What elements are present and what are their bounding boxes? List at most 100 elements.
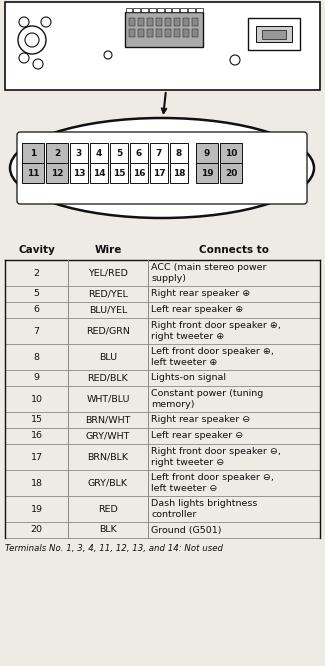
Text: Left front door speaker ⊖,
left tweeter ⊖: Left front door speaker ⊖, left tweeter … [151,474,274,493]
Text: Left front door speaker ⊕,
left tweeter ⊕: Left front door speaker ⊕, left tweeter … [151,347,274,367]
Text: 15: 15 [31,416,43,424]
FancyBboxPatch shape [141,8,148,12]
FancyBboxPatch shape [70,143,88,163]
Text: 11: 11 [27,168,39,178]
FancyBboxPatch shape [129,29,135,37]
Text: 9: 9 [204,149,210,157]
FancyBboxPatch shape [220,163,242,183]
FancyBboxPatch shape [180,8,187,12]
FancyBboxPatch shape [174,18,180,26]
Text: Right rear speaker ⊕: Right rear speaker ⊕ [151,290,250,298]
Text: 15: 15 [113,168,125,178]
FancyBboxPatch shape [188,8,195,12]
Text: Cavity: Cavity [18,245,55,255]
Text: ACC (main stereo power
supply): ACC (main stereo power supply) [151,263,266,282]
FancyBboxPatch shape [256,26,292,42]
Text: 4: 4 [96,149,102,157]
FancyBboxPatch shape [90,163,108,183]
FancyBboxPatch shape [147,18,153,26]
Text: Constant power (tuning
memory): Constant power (tuning memory) [151,390,263,409]
Text: 2: 2 [33,268,40,278]
FancyBboxPatch shape [150,163,168,183]
FancyBboxPatch shape [149,8,156,12]
FancyBboxPatch shape [172,8,179,12]
FancyBboxPatch shape [174,29,180,37]
Text: 1: 1 [30,149,36,157]
FancyBboxPatch shape [110,163,128,183]
FancyBboxPatch shape [22,143,44,163]
Text: RED: RED [98,505,118,513]
FancyBboxPatch shape [70,163,88,183]
FancyBboxPatch shape [5,2,320,90]
FancyBboxPatch shape [262,30,286,39]
FancyBboxPatch shape [17,132,307,204]
Text: Left rear speaker ⊕: Left rear speaker ⊕ [151,306,243,314]
FancyBboxPatch shape [192,29,198,37]
Text: 5: 5 [33,290,40,298]
Text: BRN/WHT: BRN/WHT [85,416,131,424]
Text: 7: 7 [156,149,162,157]
Text: Terminals No. 1, 3, 4, 11, 12, 13, and 14: Not used: Terminals No. 1, 3, 4, 11, 12, 13, and 1… [5,544,223,553]
FancyBboxPatch shape [156,18,162,26]
FancyBboxPatch shape [150,143,168,163]
Text: 10: 10 [31,394,43,404]
FancyBboxPatch shape [125,12,203,47]
FancyBboxPatch shape [196,163,218,183]
Text: 5: 5 [116,149,122,157]
Text: 14: 14 [93,168,105,178]
Text: 10: 10 [225,149,237,157]
FancyBboxPatch shape [156,29,162,37]
Text: 6: 6 [136,149,142,157]
Text: 8: 8 [176,149,182,157]
FancyBboxPatch shape [157,8,163,12]
FancyBboxPatch shape [183,29,189,37]
Text: 19: 19 [31,505,43,513]
Text: 18: 18 [31,478,43,488]
FancyBboxPatch shape [183,18,189,26]
FancyBboxPatch shape [46,143,68,163]
Text: 2: 2 [54,149,60,157]
FancyBboxPatch shape [196,8,202,12]
FancyBboxPatch shape [46,163,68,183]
Text: 9: 9 [33,374,40,382]
Text: 3: 3 [76,149,82,157]
FancyBboxPatch shape [138,18,144,26]
Text: 20: 20 [225,168,237,178]
Text: 20: 20 [31,525,43,535]
Text: 18: 18 [173,168,185,178]
Text: 13: 13 [73,168,85,178]
Text: 8: 8 [33,352,40,362]
Text: BLK: BLK [99,525,117,535]
FancyBboxPatch shape [165,29,171,37]
Text: BLU: BLU [99,352,117,362]
Text: Wire: Wire [94,245,122,255]
Text: 19: 19 [201,168,213,178]
FancyBboxPatch shape [138,29,144,37]
Ellipse shape [10,118,314,218]
Text: 17: 17 [153,168,165,178]
Text: 12: 12 [51,168,63,178]
FancyBboxPatch shape [248,18,300,50]
FancyBboxPatch shape [147,29,153,37]
Text: GRY/WHT: GRY/WHT [86,432,130,440]
FancyBboxPatch shape [22,163,44,183]
Text: 6: 6 [33,306,40,314]
FancyBboxPatch shape [110,143,128,163]
Text: 16: 16 [31,432,43,440]
FancyBboxPatch shape [220,143,242,163]
Text: RED/GRN: RED/GRN [86,326,130,336]
FancyBboxPatch shape [130,143,148,163]
Text: Lights-on signal: Lights-on signal [151,374,226,382]
Text: RED/YEL: RED/YEL [88,290,128,298]
FancyBboxPatch shape [165,18,171,26]
Text: Right front door speaker ⊕,
right tweeter ⊕: Right front door speaker ⊕, right tweete… [151,321,281,341]
Text: Dash lights brightness
controller: Dash lights brightness controller [151,500,257,519]
FancyBboxPatch shape [170,143,188,163]
Text: Right front door speaker ⊖,
right tweeter ⊖: Right front door speaker ⊖, right tweete… [151,448,281,467]
Text: 17: 17 [31,452,43,462]
Text: Left rear speaker ⊖: Left rear speaker ⊖ [151,432,243,440]
FancyBboxPatch shape [192,18,198,26]
Text: Ground (G501): Ground (G501) [151,525,222,535]
FancyBboxPatch shape [196,143,218,163]
Text: 16: 16 [133,168,145,178]
